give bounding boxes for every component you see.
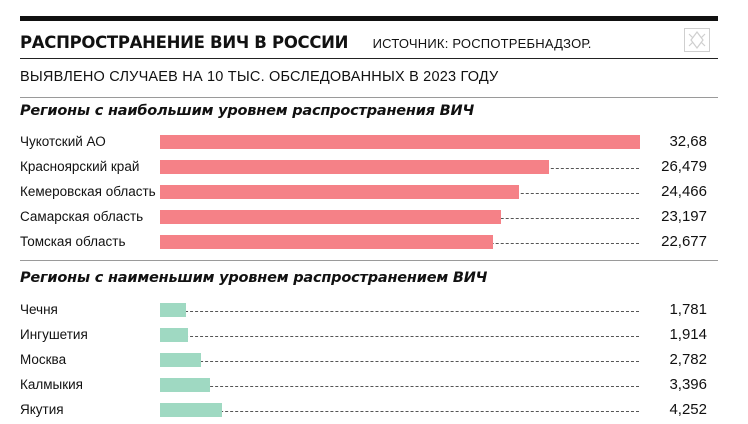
section-divider — [20, 260, 718, 261]
category-label: Кемеровская область — [20, 184, 156, 199]
value-label: 32,68 — [669, 133, 707, 150]
section-title-low: Регионы с наименьшим уровнем распростран… — [20, 270, 488, 286]
bar-row: Чукотский АО 32,68 — [0, 132, 748, 156]
category-label: Чечня — [20, 302, 58, 317]
leader-line — [160, 386, 639, 387]
leader-line — [160, 336, 639, 337]
bar-row: Красноярский край 26,479 — [0, 157, 748, 181]
bar-high — [160, 210, 501, 224]
bar-high — [160, 185, 520, 199]
bar-row: Якутия 4,252 — [0, 400, 748, 424]
bar-low — [160, 378, 210, 392]
value-label: 26,479 — [661, 158, 707, 175]
value-label: 24,466 — [661, 183, 707, 200]
category-label: Калмыкия — [20, 377, 83, 392]
logo-icon — [684, 28, 710, 52]
category-label: Томская область — [20, 234, 126, 249]
category-label: Москва — [20, 352, 67, 367]
bar-row: Чечня 1,781 — [0, 300, 748, 324]
bar-high — [160, 160, 549, 174]
section-title-high: Регионы с наибольшим уровнем распростран… — [20, 103, 474, 119]
bar-low — [160, 353, 201, 367]
leader-line — [160, 311, 639, 312]
category-label: Красноярский край — [20, 159, 140, 174]
category-label: Ингушетия — [20, 327, 88, 342]
value-label: 23,197 — [661, 208, 707, 225]
category-label: Якутия — [20, 402, 64, 417]
chart-title: РАСПРОСТРАНЕНИЕ ВИЧ В РОССИИ — [20, 33, 349, 52]
bar-high — [160, 135, 640, 149]
value-label: 3,396 — [669, 376, 707, 393]
value-label: 22,677 — [661, 233, 707, 250]
leader-line — [160, 361, 639, 362]
bar-row: Томская область 22,677 — [0, 232, 748, 256]
category-label: Чукотский АО — [20, 134, 106, 149]
category-label: Самарская область — [20, 209, 144, 224]
header: РАСПРОСТРАНЕНИЕ ВИЧ В РОССИИ ИСТОЧНИК: Р… — [20, 33, 592, 53]
value-label: 2,782 — [669, 351, 707, 368]
bar-low — [160, 403, 223, 417]
subtitle-divider — [20, 97, 718, 98]
leader-line — [160, 411, 639, 412]
bar-low — [160, 303, 187, 317]
bar-row: Самарская область 23,197 — [0, 207, 748, 231]
bar-row: Ингушетия 1,914 — [0, 325, 748, 349]
bar-row: Москва 2,782 — [0, 350, 748, 374]
chart-subtitle: ВЫЯВЛЕНО СЛУЧАЕВ НА 10 ТЫС. ОБСЛЕДОВАННЫ… — [20, 69, 499, 85]
value-label: 1,781 — [669, 301, 707, 318]
bar-low — [160, 328, 189, 342]
value-label: 4,252 — [669, 401, 707, 418]
value-label: 1,914 — [669, 326, 707, 343]
bar-row: Калмыкия 3,396 — [0, 375, 748, 399]
bar-high — [160, 235, 494, 249]
top-rule — [20, 16, 718, 21]
source-label: ИСТОЧНИК: РОСПОТРЕБНАДЗОР. — [372, 36, 592, 51]
bar-row: Кемеровская область 24,466 — [0, 182, 748, 206]
header-divider — [20, 58, 718, 59]
